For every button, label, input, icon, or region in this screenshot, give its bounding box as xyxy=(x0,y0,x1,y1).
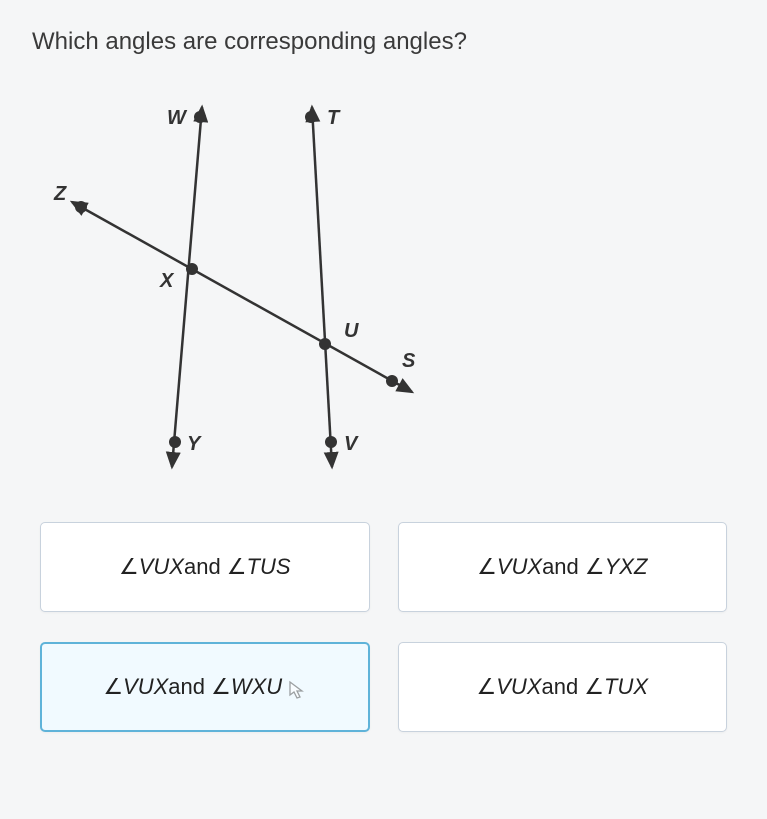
option-c[interactable]: ∠VUX and ∠WXU xyxy=(40,642,370,732)
point-label-x: X xyxy=(159,270,175,292)
question-text: Which angles are corresponding angles? xyxy=(32,28,735,56)
point-label-y: Y xyxy=(187,433,202,455)
cursor-icon xyxy=(288,680,306,700)
option-b[interactable]: ∠VUX and ∠YXZ xyxy=(398,522,728,612)
point-label-t: T xyxy=(327,107,341,129)
point-label-z: Z xyxy=(53,183,67,205)
angle-diagram: Z W T X U S Y V xyxy=(52,72,472,492)
option-d[interactable]: ∠VUX and ∠TUX xyxy=(398,642,728,732)
point-label-w: W xyxy=(167,107,188,129)
point-label-v: V xyxy=(344,433,359,455)
point-label-u: U xyxy=(344,320,359,342)
answer-options: ∠VUX and ∠TUS ∠VUX and ∠YXZ ∠VUX and ∠WX… xyxy=(32,522,735,732)
point-label-s: S xyxy=(402,350,416,372)
option-a[interactable]: ∠VUX and ∠TUS xyxy=(40,522,370,612)
